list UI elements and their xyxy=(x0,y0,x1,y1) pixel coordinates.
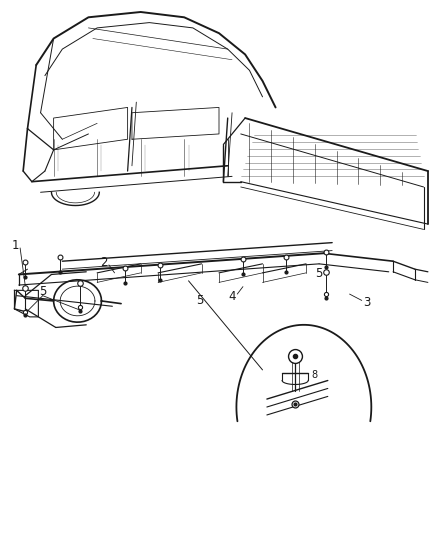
Text: 5: 5 xyxy=(315,267,323,280)
Text: 3: 3 xyxy=(363,296,371,309)
Text: 5: 5 xyxy=(196,294,203,308)
Text: 4: 4 xyxy=(228,290,236,303)
Text: 8: 8 xyxy=(312,370,318,380)
Text: 1: 1 xyxy=(12,239,20,252)
Text: 2: 2 xyxy=(100,256,107,269)
Text: 5: 5 xyxy=(39,286,46,298)
